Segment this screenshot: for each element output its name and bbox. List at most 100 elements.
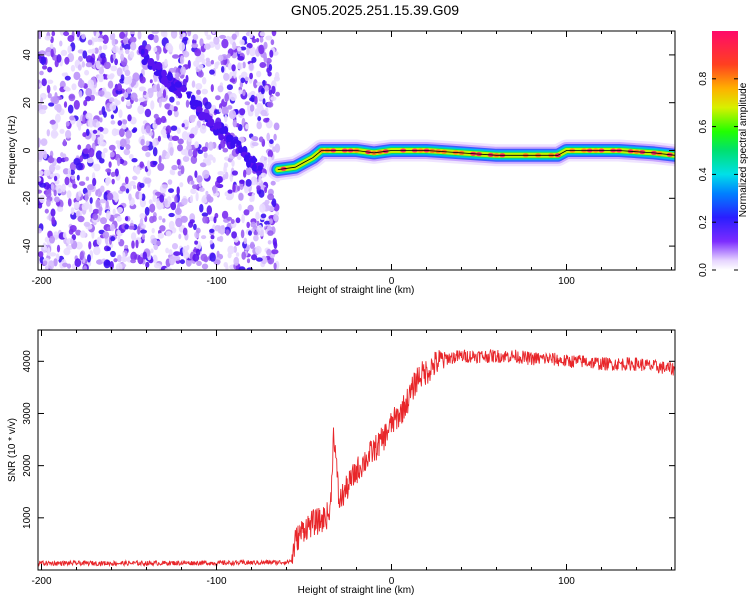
noise-blob (147, 34, 155, 41)
noise-blob (109, 223, 115, 232)
noise-blob (230, 219, 235, 224)
snr-plot-area (38, 349, 675, 568)
noise-blob (231, 33, 237, 40)
noise-blob (260, 213, 267, 219)
noise-blob (180, 215, 188, 223)
noise-blob (175, 72, 180, 78)
noise-blob (120, 53, 125, 61)
noise-blob (256, 81, 263, 87)
noise-blob (244, 76, 250, 81)
noise-blob (232, 119, 237, 128)
noise-blob (111, 45, 119, 54)
noise-blob (202, 77, 207, 85)
noise-blob (119, 185, 126, 192)
noise-blob (201, 146, 208, 152)
noise-blob (239, 108, 246, 116)
noise-blob (76, 31, 81, 38)
noise-blob (272, 237, 277, 247)
snr-panel: -200 -100 0 100 1000 2000 3000 4000 Height of … (7, 329, 676, 596)
noise-blob (251, 142, 259, 147)
noise-blob (237, 47, 242, 52)
noise-blob (240, 46, 247, 51)
noise-blob (87, 184, 95, 191)
noise-blob (42, 260, 48, 266)
noise-blob (108, 161, 112, 168)
noise-blob (223, 72, 230, 81)
noise-blob (249, 72, 254, 80)
noise-blob (116, 83, 123, 92)
snr-y-tick-label: 3000 (22, 402, 33, 425)
noise-blob (70, 207, 75, 216)
noise-blob (237, 56, 245, 61)
noise-blob (194, 170, 198, 178)
noise-blob (59, 128, 65, 134)
spectrogram-y-tick-label: 40 (22, 49, 33, 61)
noise-blob (46, 199, 51, 207)
noise-blob (45, 190, 52, 198)
noise-blob (56, 156, 63, 164)
noise-blob (215, 95, 221, 101)
noise-blob (152, 147, 158, 157)
noise-blob (242, 61, 246, 69)
noise-blob (211, 31, 216, 35)
noise-blob (179, 259, 185, 265)
noise-blob (154, 191, 162, 196)
noise-blob (82, 114, 86, 125)
colorbar-tick-label: 0.2 (698, 215, 709, 229)
noise-blob (153, 46, 158, 53)
streak-blob (161, 69, 167, 78)
noise-blob (44, 208, 49, 214)
noise-blob (160, 129, 167, 136)
noise-blob (67, 104, 74, 114)
noise-blob (251, 254, 258, 261)
signal-track-line (277, 150, 675, 170)
noise-blob (225, 35, 231, 41)
noise-blob (249, 63, 254, 71)
noise-blob (266, 132, 271, 142)
noise-blob (270, 180, 276, 186)
noise-blob (47, 156, 55, 164)
noise-blob (60, 152, 64, 158)
noise-blob (248, 230, 252, 236)
noise-blob (60, 49, 68, 57)
noise-blob (92, 208, 100, 215)
noise-blob (48, 102, 55, 107)
noise-blob (157, 135, 161, 142)
noise-blob (273, 214, 279, 222)
noise-blob (238, 203, 242, 211)
noise-blob (199, 125, 207, 134)
noise-blob (78, 181, 86, 187)
streak-blob (213, 123, 218, 130)
noise-blob (253, 234, 259, 242)
noise-blob (137, 225, 141, 235)
noise-blob (78, 90, 83, 98)
streak-blob (203, 112, 211, 120)
noise-blob (231, 64, 236, 72)
noise-blob (98, 73, 104, 83)
noise-blob (110, 250, 116, 258)
noise-blob (153, 113, 159, 119)
noise-blob (132, 185, 137, 189)
colorbar: 0.0 0.2 0.4 0.6 0.8 Normalized spectral ampl… (698, 31, 749, 277)
streak-blob (177, 92, 183, 99)
noise-blob (62, 231, 67, 239)
noise-blob (156, 83, 160, 92)
noise-blob (193, 223, 197, 231)
noise-blob (140, 229, 147, 234)
noise-blob (231, 159, 235, 167)
noise-blob (57, 206, 64, 212)
noise-blob (189, 133, 195, 139)
noise-blob (206, 194, 212, 202)
noise-blob (162, 149, 167, 157)
noise-blob (130, 232, 137, 241)
noise-blob (95, 150, 103, 160)
noise-blob (264, 186, 268, 194)
streak-blob (186, 92, 191, 99)
noise-blob (158, 155, 162, 164)
noise-blob (39, 82, 43, 88)
noise-blob (213, 259, 221, 265)
noise-blob (79, 155, 84, 163)
noise-blob (46, 84, 51, 94)
noise-blob (77, 215, 85, 223)
